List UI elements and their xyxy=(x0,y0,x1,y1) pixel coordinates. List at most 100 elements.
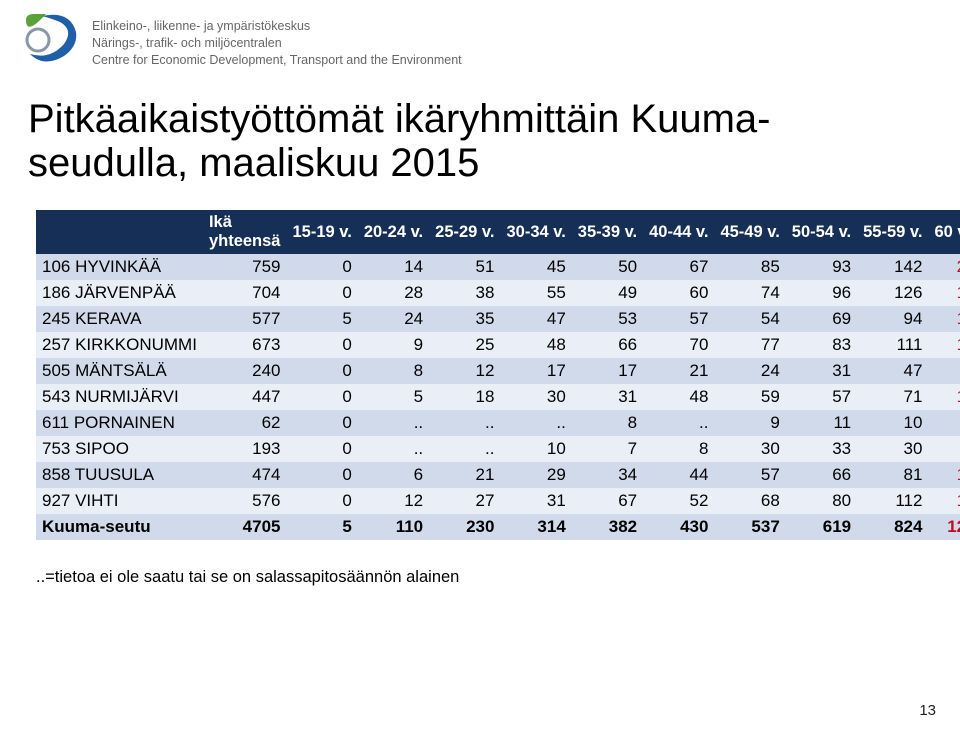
cell: 127 xyxy=(928,488,960,514)
cell: 136 xyxy=(928,462,960,488)
th-ika: Ikä yhteensä xyxy=(203,210,287,254)
cell: 77 xyxy=(714,332,785,358)
th-c9: 50-54 v. xyxy=(786,210,857,254)
cell: 67 xyxy=(643,254,714,280)
cell: 57 xyxy=(714,462,785,488)
cell: 9 xyxy=(358,332,429,358)
cell: 314 xyxy=(500,514,571,540)
table-head: Ikä yhteensä 15-19 v. 20-24 v. 25-29 v. … xyxy=(36,210,960,254)
cell: 60 xyxy=(643,280,714,306)
cell: 31 xyxy=(500,488,571,514)
cell: 47 xyxy=(500,306,571,332)
table-row: 186 JÄRVENPÄÄ704028385549607496126178 xyxy=(36,280,960,306)
row-label: 505 MÄNTSÄLÄ xyxy=(36,358,203,384)
cell: 45 xyxy=(500,254,571,280)
cell: 62 xyxy=(203,410,287,436)
cell: 18 xyxy=(429,384,500,410)
org-line-3: Centre for Economic Development, Transpo… xyxy=(92,52,462,69)
cell: 0 xyxy=(286,332,357,358)
cell: 10 xyxy=(857,410,928,436)
cell: 28 xyxy=(358,280,429,306)
org-line-2: Närings-, trafik- och miljöcentralen xyxy=(92,35,462,52)
cell: 17 xyxy=(572,358,643,384)
cell: 67 xyxy=(572,488,643,514)
page-title: Pitkäaikaistyöttömät ikäryhmittäin Kuuma… xyxy=(0,77,960,211)
cell: 21 xyxy=(643,358,714,384)
cell: 31 xyxy=(786,358,857,384)
cell: 1254 xyxy=(928,514,960,540)
row-label: 858 TUUSULA xyxy=(36,462,203,488)
row-label: 106 HYVINKÄÄ xyxy=(36,254,203,280)
cell: 0 xyxy=(286,488,357,514)
cell: 212 xyxy=(928,254,960,280)
cell: 51 xyxy=(429,254,500,280)
cell: 111 xyxy=(857,332,928,358)
th-c4: 25-29 v. xyxy=(429,210,500,254)
cell: 142 xyxy=(857,254,928,280)
cell: 71 xyxy=(857,384,928,410)
table-row: 927 VIHTI576012273167526880112127 xyxy=(36,488,960,514)
cell: 57 xyxy=(643,306,714,332)
cell: 48 xyxy=(643,384,714,410)
data-table: Ikä yhteensä 15-19 v. 20-24 v. 25-29 v. … xyxy=(36,210,960,540)
cell: 35 xyxy=(429,306,500,332)
th-ika-bot: yhteensä xyxy=(209,232,281,251)
cell: 83 xyxy=(786,332,857,358)
cell: .. xyxy=(429,436,500,462)
cell: 34 xyxy=(572,462,643,488)
table-row: 543 NURMIJÄRVI4470518303148595771128 xyxy=(36,384,960,410)
cell: 178 xyxy=(928,280,960,306)
data-table-container: Ikä yhteensä 15-19 v. 20-24 v. 25-29 v. … xyxy=(0,210,960,540)
cell: 673 xyxy=(203,332,287,358)
row-label: 245 KERAVA xyxy=(36,306,203,332)
table-row: 245 KERAVA57752435475357546994139 xyxy=(36,306,960,332)
cell: 382 xyxy=(572,514,643,540)
th-c8: 45-49 v. xyxy=(714,210,785,254)
cell: 12 xyxy=(429,358,500,384)
cell: 66 xyxy=(572,332,643,358)
cell: 30 xyxy=(500,384,571,410)
cell: 21 xyxy=(429,462,500,488)
cell: 5 xyxy=(286,514,357,540)
cell: 759 xyxy=(203,254,287,280)
cell: 30 xyxy=(714,436,785,462)
cell: 619 xyxy=(786,514,857,540)
cell: 5 xyxy=(286,306,357,332)
cell: 27 xyxy=(429,488,500,514)
cell: 0 xyxy=(286,462,357,488)
org-lines: Elinkeino-, liikenne- ja ympäristökeskus… xyxy=(92,14,462,69)
cell: 10 xyxy=(500,436,571,462)
cell: 80 xyxy=(786,488,857,514)
cell: 7 xyxy=(572,436,643,462)
table-row-total: Kuuma-seutu47055110230314382430537619824… xyxy=(36,514,960,540)
cell: 112 xyxy=(857,488,928,514)
cell: 193 xyxy=(203,436,287,462)
table-row: 257 KIRKKONUMMI67309254866707783111184 xyxy=(36,332,960,358)
cell: 30 xyxy=(857,436,928,462)
cell: 14 xyxy=(358,254,429,280)
cell: 9 xyxy=(714,410,785,436)
cell: 63 xyxy=(928,358,960,384)
cell: 68 xyxy=(714,488,785,514)
cell: 29 xyxy=(500,462,571,488)
page-number: 13 xyxy=(919,702,936,719)
table-row: 611 PORNAINEN620......8..9111017 xyxy=(36,410,960,436)
cell: .. xyxy=(358,436,429,462)
row-label: 753 SIPOO xyxy=(36,436,203,462)
cell: 31 xyxy=(572,384,643,410)
cell: 44 xyxy=(643,462,714,488)
table-row: 858 TUUSULA4740621293444576681136 xyxy=(36,462,960,488)
cell: 4705 xyxy=(203,514,287,540)
cell: 474 xyxy=(203,462,287,488)
cell: 126 xyxy=(857,280,928,306)
org-header: Elinkeino-, liikenne- ja ympäristökeskus… xyxy=(0,0,960,77)
cell: 704 xyxy=(203,280,287,306)
cell: 57 xyxy=(786,384,857,410)
cell: 230 xyxy=(429,514,500,540)
table-row: 753 SIPOO1930....107830333070 xyxy=(36,436,960,462)
cell: 24 xyxy=(714,358,785,384)
row-label: 611 PORNAINEN xyxy=(36,410,203,436)
cell: 6 xyxy=(358,462,429,488)
row-label: Kuuma-seutu xyxy=(36,514,203,540)
th-c5: 30-34 v. xyxy=(500,210,571,254)
